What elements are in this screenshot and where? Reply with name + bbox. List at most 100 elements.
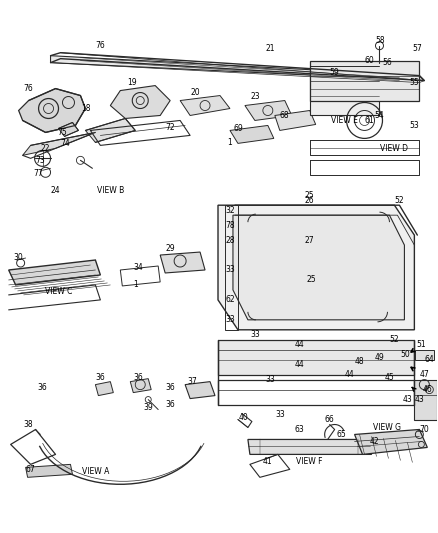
Polygon shape (415, 350, 434, 360)
Text: 33: 33 (225, 265, 235, 274)
Text: 36: 36 (134, 373, 143, 382)
Text: 67: 67 (26, 465, 35, 474)
Text: 59: 59 (330, 68, 339, 77)
Text: 36: 36 (95, 373, 105, 382)
Text: 65: 65 (337, 430, 346, 439)
Text: 18: 18 (81, 104, 91, 113)
Text: 55: 55 (410, 78, 419, 87)
Text: 36: 36 (165, 383, 175, 392)
Text: 76: 76 (24, 84, 33, 93)
Text: 25: 25 (305, 191, 314, 200)
Polygon shape (355, 430, 427, 455)
Text: 33: 33 (225, 316, 235, 324)
Polygon shape (218, 340, 414, 375)
Polygon shape (310, 61, 419, 101)
Text: 33: 33 (265, 375, 275, 384)
Polygon shape (9, 260, 100, 285)
Text: 54: 54 (374, 111, 385, 120)
Text: 20: 20 (190, 88, 200, 97)
Text: 68: 68 (280, 111, 290, 120)
Text: 21: 21 (265, 44, 275, 53)
Polygon shape (19, 88, 85, 132)
Text: 64: 64 (424, 355, 434, 364)
Polygon shape (160, 252, 205, 273)
Text: 46: 46 (423, 385, 432, 394)
Polygon shape (275, 110, 316, 131)
Polygon shape (310, 66, 379, 116)
Text: 38: 38 (24, 420, 33, 429)
Text: 44: 44 (345, 370, 354, 379)
Polygon shape (25, 464, 72, 478)
Text: 52: 52 (390, 335, 399, 344)
Text: 30: 30 (14, 253, 24, 262)
Text: 22: 22 (41, 144, 50, 153)
Text: VIEW D: VIEW D (381, 144, 409, 153)
Text: 78: 78 (225, 221, 235, 230)
Polygon shape (414, 379, 437, 419)
Text: 29: 29 (165, 244, 175, 253)
Text: 69: 69 (233, 124, 243, 133)
Text: 77: 77 (34, 169, 43, 178)
Polygon shape (218, 205, 414, 330)
Text: 28: 28 (225, 236, 235, 245)
Text: 37: 37 (187, 377, 197, 386)
Polygon shape (95, 382, 113, 395)
Text: 32: 32 (225, 206, 235, 215)
Polygon shape (180, 95, 230, 116)
Polygon shape (50, 55, 424, 80)
Text: 36: 36 (165, 400, 175, 409)
Text: 48: 48 (355, 357, 364, 366)
Text: 41: 41 (263, 457, 273, 466)
Text: 57: 57 (413, 44, 422, 53)
Polygon shape (130, 378, 151, 393)
Polygon shape (85, 118, 135, 142)
Text: 74: 74 (60, 139, 71, 148)
Text: 61: 61 (365, 116, 374, 125)
Text: 51: 51 (417, 340, 426, 349)
Text: 45: 45 (385, 373, 394, 382)
Text: 36: 36 (38, 383, 47, 392)
Text: 76: 76 (95, 41, 105, 50)
Text: 58: 58 (376, 36, 385, 45)
Text: VIEW A: VIEW A (82, 467, 109, 476)
Text: 27: 27 (305, 236, 314, 245)
Text: 66: 66 (325, 415, 335, 424)
Text: 49: 49 (374, 353, 385, 362)
Text: 73: 73 (35, 156, 46, 165)
Text: VIEW C: VIEW C (45, 287, 72, 296)
Text: 53: 53 (410, 121, 419, 130)
Text: 39: 39 (143, 403, 153, 412)
Text: 62: 62 (225, 295, 235, 304)
Text: 75: 75 (58, 128, 67, 137)
Polygon shape (23, 132, 95, 155)
Text: 25: 25 (307, 276, 317, 285)
Text: 52: 52 (395, 196, 404, 205)
Text: 26: 26 (305, 196, 314, 205)
Text: 23: 23 (250, 92, 260, 101)
Text: 33: 33 (275, 410, 285, 419)
Text: 43: 43 (403, 395, 412, 404)
Text: 72: 72 (165, 123, 175, 132)
Text: 40: 40 (239, 413, 249, 422)
Polygon shape (59, 123, 78, 136)
Text: VIEW B: VIEW B (97, 185, 124, 195)
Text: 47: 47 (420, 370, 429, 379)
Text: 1: 1 (228, 138, 232, 147)
Text: 42: 42 (370, 437, 379, 446)
Text: 24: 24 (51, 185, 60, 195)
Polygon shape (233, 215, 404, 320)
Text: 19: 19 (127, 78, 137, 87)
Text: 44: 44 (295, 340, 304, 349)
Text: 60: 60 (365, 56, 374, 65)
Text: 1: 1 (133, 280, 138, 289)
Text: 50: 50 (400, 350, 410, 359)
Polygon shape (248, 439, 371, 455)
Polygon shape (185, 382, 215, 399)
Text: 34: 34 (134, 263, 143, 272)
Text: 44: 44 (295, 360, 304, 369)
Polygon shape (110, 86, 170, 118)
Text: 70: 70 (420, 425, 429, 434)
Text: VIEW E: VIEW E (331, 116, 358, 125)
Text: 63: 63 (295, 425, 304, 434)
Text: 43: 43 (414, 395, 424, 404)
